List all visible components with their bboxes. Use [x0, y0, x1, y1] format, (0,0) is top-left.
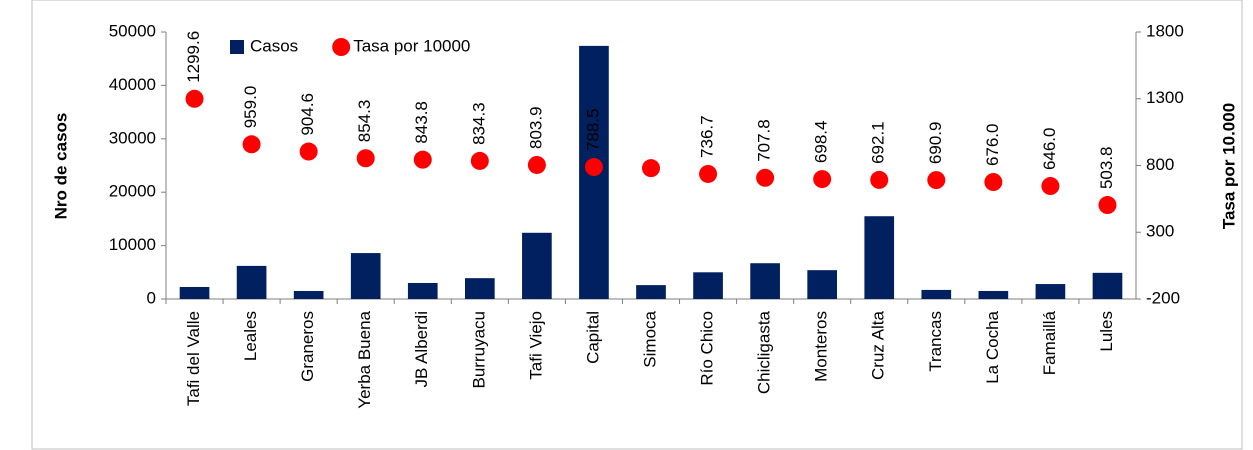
data-label: 843.8	[412, 101, 431, 144]
chart-frame	[31, 0, 1243, 450]
bar	[864, 216, 895, 299]
bar	[750, 263, 780, 299]
point	[242, 135, 261, 154]
bar	[350, 253, 381, 299]
y-tick-label: 20000	[109, 182, 156, 201]
data-label: 803.9	[526, 106, 545, 149]
y-tick-label: 10000	[109, 235, 156, 254]
x-tick-label: Trancas	[926, 311, 945, 372]
x-tick-label: Yerba Buena	[355, 310, 374, 408]
x-tick-label: JB Alberdi	[412, 311, 431, 388]
data-label: 834.3	[469, 102, 488, 145]
data-label: 646.0	[1040, 128, 1059, 171]
data-label: 854.3	[355, 100, 374, 143]
x-tick-label: Graneros	[298, 311, 317, 382]
x-tick-label: Monteros	[812, 311, 831, 382]
bar	[1092, 272, 1123, 299]
data-label: 788.5	[583, 108, 602, 151]
data-label: 959.0	[241, 86, 260, 129]
point	[584, 158, 603, 177]
data-label: 692.1	[869, 121, 888, 164]
point	[813, 170, 832, 189]
legend-label: Tasa por 10000	[353, 36, 470, 55]
y2-tick-label: 300	[1146, 222, 1174, 241]
x-tick-label: Simoca	[640, 310, 659, 367]
bar	[464, 278, 495, 299]
bar	[1035, 284, 1066, 299]
y2-tick-label: 1800	[1146, 21, 1184, 40]
bar	[236, 265, 267, 299]
x-tick-label: Cruz Alta	[869, 310, 888, 380]
legend-swatch	[230, 40, 244, 54]
data-label: 698.4	[812, 121, 831, 164]
data-label: 904.6	[298, 93, 317, 136]
x-tick-label: La Cocha	[983, 310, 1002, 383]
point	[699, 164, 718, 183]
point	[984, 173, 1003, 192]
bar	[522, 232, 552, 299]
y2-tick-label: -200	[1146, 288, 1180, 307]
x-tick-label: Leales	[241, 311, 260, 361]
point	[1041, 177, 1060, 196]
bar	[636, 285, 666, 299]
point	[470, 151, 489, 170]
x-tick-label: Tafi Viejo	[526, 311, 545, 380]
x-tick-label: Chicligasta	[755, 310, 774, 394]
y2-tick-label: 800	[1146, 155, 1174, 174]
x-tick-label: Capital	[583, 311, 602, 364]
data-label: 707.8	[755, 119, 774, 162]
point	[927, 171, 946, 190]
bar	[293, 290, 324, 299]
point	[527, 155, 546, 174]
point	[413, 150, 432, 169]
x-tick-label: Famaillá	[1040, 310, 1059, 375]
y2-tick-label: 1300	[1146, 88, 1184, 107]
bar	[179, 286, 210, 299]
data-label: 736.7	[698, 115, 717, 158]
point	[756, 168, 775, 187]
x-tick-label: Tafi del Valle	[184, 311, 203, 406]
data-label: 503.8	[1097, 146, 1116, 189]
y-tick-label: 0	[147, 288, 156, 307]
y-tick-label: 40000	[109, 75, 156, 94]
y-tick-label: 50000	[109, 21, 156, 40]
point	[870, 170, 889, 189]
legend-label: Casos	[250, 36, 298, 55]
point	[185, 89, 204, 108]
point	[299, 142, 318, 161]
point	[356, 149, 375, 168]
y2-axis-title: Tasa por 10.000	[1219, 103, 1238, 229]
y-axis-title: Nro de casos	[51, 113, 70, 220]
x-tick-label: Lules	[1097, 311, 1116, 352]
x-tick-label: Río Chico	[698, 311, 717, 386]
point	[1098, 196, 1117, 215]
bar	[978, 290, 1009, 299]
bar	[807, 270, 838, 299]
bar	[407, 282, 438, 299]
data-label: 1299.6	[184, 31, 203, 83]
point	[642, 159, 660, 178]
bar	[693, 272, 723, 299]
legend-swatch	[332, 38, 351, 56]
x-tick-label: Burruyacu	[469, 311, 488, 388]
data-label: 676.0	[983, 124, 1002, 167]
y-tick-label: 30000	[109, 128, 156, 147]
data-label: 690.9	[926, 122, 945, 165]
bar	[921, 289, 952, 299]
